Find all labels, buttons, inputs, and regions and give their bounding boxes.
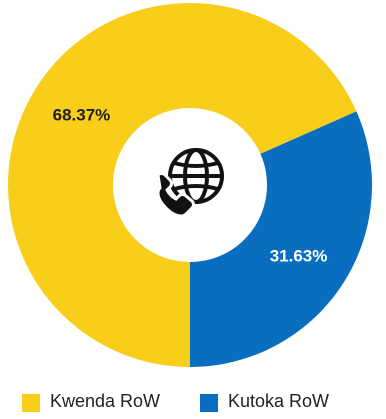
donut-chart: 68.37% 31.63%: [7, 3, 372, 368]
legend-label-kutoka: Kutoka RoW: [228, 391, 330, 411]
legend-swatch-kwenda: [22, 394, 40, 412]
slice-value-label-0: 68.37%: [53, 105, 111, 124]
legend-label-kwenda: Kwenda RoW: [50, 391, 161, 411]
slice-value-label-1: 31.63%: [270, 247, 328, 266]
chart-legend: Kwenda RoW Kutoka RoW: [22, 388, 386, 412]
globe-phone-icon: [138, 132, 242, 236]
donut-slice-1: [190, 111, 372, 367]
donut-slice-0: [7, 3, 357, 368]
legend-swatch-kutoka: [200, 394, 218, 412]
